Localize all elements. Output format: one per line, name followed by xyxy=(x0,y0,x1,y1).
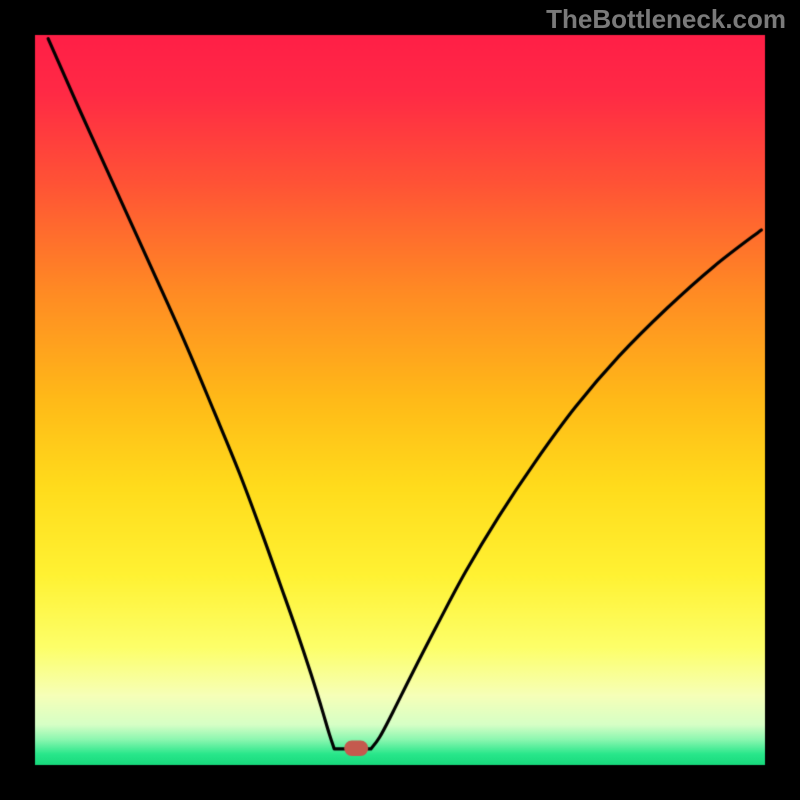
bottleneck-chart-canvas xyxy=(0,0,800,800)
watermark-text: TheBottleneck.com xyxy=(546,4,786,35)
